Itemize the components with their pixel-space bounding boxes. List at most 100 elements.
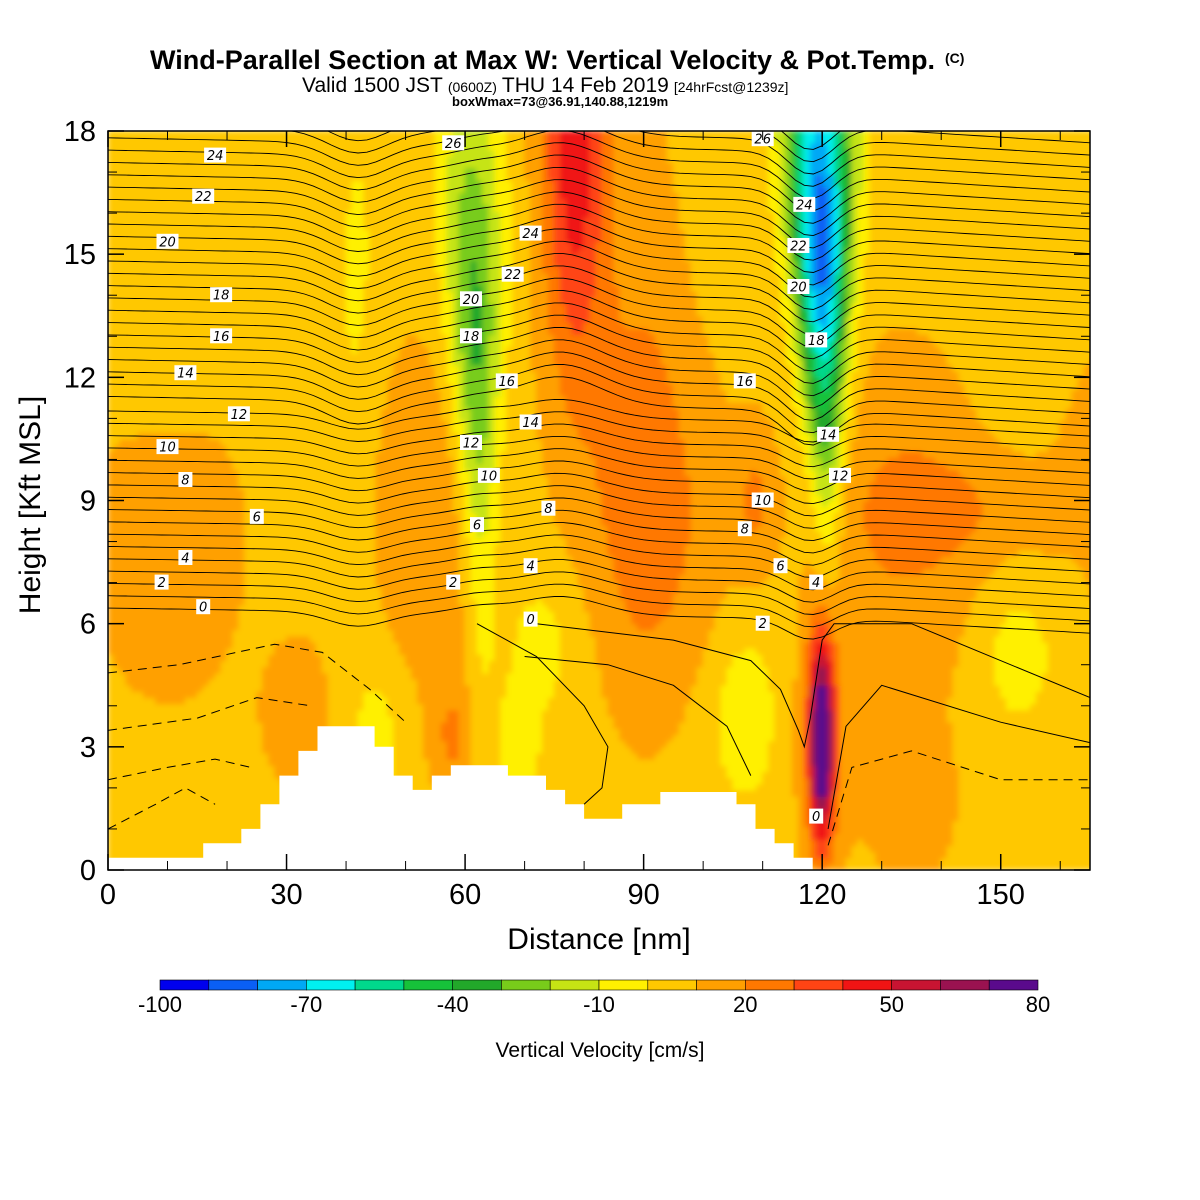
contour-label-text: 8 [181, 474, 189, 489]
contour-label: 22 [192, 188, 215, 205]
x-tick-label: 90 [628, 879, 660, 911]
colorbar-swatch [501, 979, 551, 991]
box-max-info: boxWmax=73@36.91,140.88,1219m [452, 94, 668, 109]
contour-label-text: 18 [213, 289, 230, 304]
contour-label: 16 [733, 373, 756, 390]
colorbar-swatch [793, 979, 844, 991]
y-tick-label: 15 [64, 239, 96, 271]
contour-label: 18 [460, 328, 482, 345]
contour-label-text: 12 [231, 408, 248, 423]
contour-label-text: 20 [790, 281, 807, 296]
contour-label-text: 10 [481, 469, 498, 484]
contour-label: 4 [523, 558, 538, 575]
contour-label: 2 [446, 574, 461, 591]
contour-label-text: 14 [820, 428, 837, 443]
contour-label-text: 2 [759, 617, 767, 632]
colorbar-swatch [598, 979, 649, 991]
contour-label-text: 0 [526, 613, 534, 628]
x-axis-title: Distance [nm] [507, 923, 690, 956]
colorbar-label: -70 [290, 992, 322, 1017]
contour-label-text: 2 [157, 576, 165, 591]
contour-label: 20 [787, 279, 810, 296]
contour-label-text: 10 [159, 441, 176, 456]
colorbar-swatch [159, 979, 210, 991]
contour-label-text: 18 [463, 330, 480, 345]
chart-title: Wind-Parallel Section at Max W: Vertical… [150, 45, 964, 75]
contour-label-text: 2 [449, 576, 457, 591]
contour-label-text: 4 [812, 576, 820, 591]
contour-label-text: 26 [445, 137, 462, 152]
colorbar-swatch [647, 979, 697, 991]
contour-label: 8 [541, 500, 556, 517]
contour-label: 22 [787, 238, 810, 255]
contour-label: 12 [829, 467, 851, 484]
colorbar-label: 50 [879, 992, 903, 1017]
contour-label-text: 22 [790, 240, 807, 255]
contour-label: 24 [204, 147, 227, 164]
colorbar-label: 80 [1026, 992, 1050, 1017]
colorbar-swatch [257, 979, 307, 991]
colorbar-swatch [940, 979, 990, 991]
contour-label-text: 10 [754, 494, 771, 509]
y-tick-label: 0 [80, 855, 96, 887]
y-tick-label: 9 [80, 486, 96, 518]
contour-label: 26 [751, 131, 774, 148]
contour-label: 10 [156, 439, 179, 456]
contour-label: 2 [154, 574, 169, 591]
y-tick-label: 3 [80, 732, 96, 764]
contour-label-text: 22 [195, 190, 212, 205]
contour-label: 12 [460, 435, 482, 452]
colorbar-swatch [208, 979, 258, 991]
contour-labels: 2422201816141210864202624222018161412108… [154, 131, 851, 825]
contour-label: 0 [523, 611, 538, 628]
contour-label-text: 6 [253, 510, 261, 525]
contour-label: 12 [227, 406, 250, 423]
contour-label: 6 [249, 508, 264, 525]
colorbar-label: -100 [138, 992, 182, 1017]
contour-label: 16 [495, 373, 518, 390]
contour-label-text: 16 [213, 330, 230, 345]
contour-label: 18 [210, 287, 233, 304]
colorbar-label: 20 [733, 992, 757, 1017]
x-tick-label: 30 [270, 879, 302, 911]
y-axis-title: Height [Kft MSL] [14, 396, 47, 614]
colorbar-swatch [305, 979, 356, 991]
vertical-velocity-field [108, 131, 1090, 870]
contour-label-text: 14 [522, 416, 539, 431]
colorbar-label: -40 [437, 992, 469, 1017]
potential-temperature-contours [108, 131, 1090, 846]
contour-label: 22 [501, 266, 524, 283]
contour-label-text: 24 [796, 198, 813, 213]
contour-label-text: 16 [737, 375, 754, 390]
colorbar-label: -10 [583, 992, 615, 1017]
contour-label-text: 20 [159, 235, 176, 250]
x-tick-label: 150 [977, 879, 1025, 911]
x-tick-label: 0 [100, 879, 116, 911]
contour-label: 14 [174, 365, 197, 382]
contour-label-text: 12 [832, 469, 849, 484]
y-tick-label: 6 [80, 609, 96, 641]
plot-area: 2422201816141210864202624222018161412108… [108, 131, 1090, 870]
contour-label-text: 22 [504, 268, 521, 283]
terrain-silhouette [108, 726, 1090, 870]
contour-label-text: 24 [522, 227, 539, 242]
contour-label: 16 [210, 328, 233, 345]
y-tick-label: 18 [64, 116, 96, 148]
contour-label-text: 6 [473, 519, 481, 534]
colorbar-swatch [891, 979, 941, 991]
contour-label: 24 [519, 225, 542, 242]
colorbar-swatch [744, 979, 795, 991]
contour-label: 20 [460, 291, 482, 308]
contour-label: 18 [805, 332, 828, 349]
colorbar-swatch [988, 979, 1039, 991]
contour-label: 26 [442, 135, 465, 152]
contour-label: 0 [196, 599, 211, 616]
colorbar-title: Vertical Velocity [cm/s] [496, 1039, 705, 1062]
contour-label: 20 [156, 233, 179, 250]
contour-label: 10 [751, 492, 774, 509]
contour-label-text: 12 [463, 437, 480, 452]
contour-label: 4 [178, 550, 193, 567]
colorbar-swatch [842, 979, 893, 991]
contour-label-text: 4 [181, 552, 189, 567]
